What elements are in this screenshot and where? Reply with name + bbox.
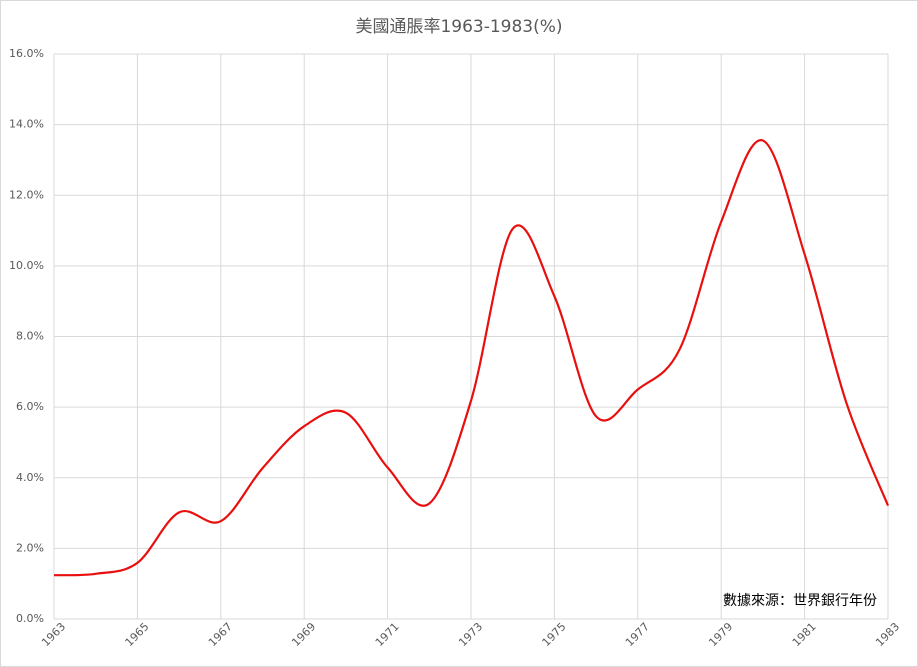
y-tick-label: 14.0% [9,118,44,131]
line [53,139,890,577]
y-tick-label: 12.0% [9,188,44,201]
y-tick-label: 10.0% [9,259,44,272]
y-tick-label: 4.0% [16,471,44,484]
annotation: 數據來源：世界銀行年份 [723,593,877,609]
y-tick-label: 8.0% [16,330,44,343]
y-tick-label: 16.0% [9,47,44,60]
chart-title: 美國通脹率1963-1983(%) [355,17,562,37]
y-tick-label: 6.0% [16,400,44,413]
y-tick-label: 2.0% [16,541,44,554]
y-tick-label: 0.0% [16,612,44,625]
